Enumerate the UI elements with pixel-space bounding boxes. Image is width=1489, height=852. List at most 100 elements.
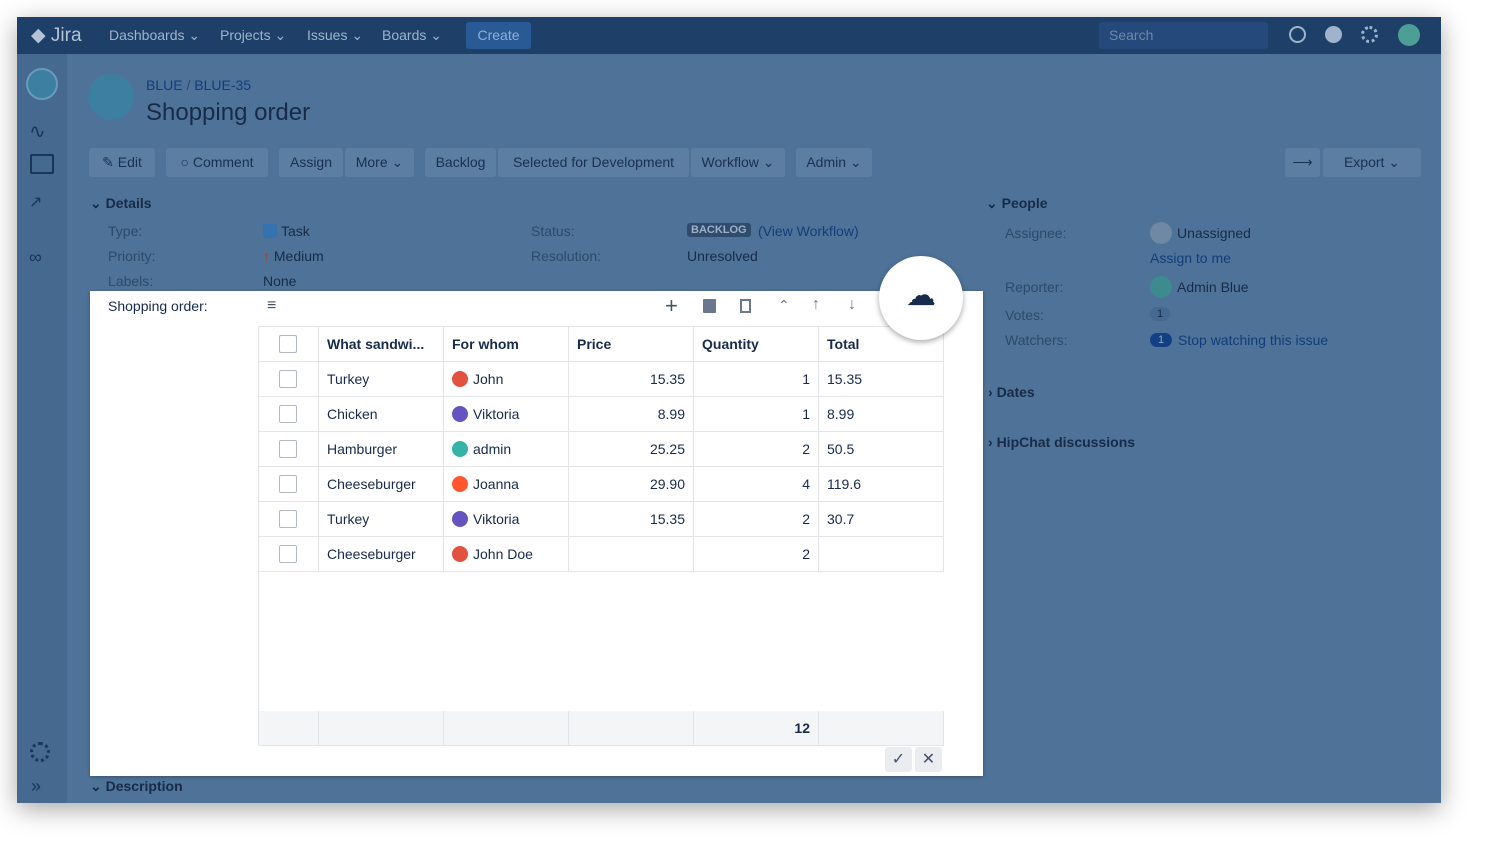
toolbar-button[interactable]: Backlog	[425, 148, 496, 177]
menu[interactable]: Dashboards ⌄	[109, 27, 201, 43]
table-cell[interactable]: 25.25	[569, 432, 694, 467]
table-cell[interactable]: 2	[694, 537, 819, 572]
hipchat-heading[interactable]: › HipChat discussions	[988, 434, 1136, 450]
table-cell[interactable]: Cheeseburger	[319, 467, 444, 502]
row-checkbox[interactable]	[279, 405, 297, 423]
table-cell[interactable]	[569, 537, 694, 572]
people-heading[interactable]: ⌄ People	[986, 195, 1048, 211]
toolbar-button[interactable]: ○ Comment	[166, 148, 268, 177]
table-cell[interactable]: 30.7	[819, 502, 944, 537]
toolbar-button[interactable]: Assign	[279, 148, 343, 177]
settings-icon[interactable]	[30, 742, 50, 762]
collapse-icon[interactable]: ⌃	[778, 297, 790, 313]
add-row-icon[interactable]: +	[665, 293, 678, 318]
toolbar-button[interactable]: ✎ Edit	[89, 148, 155, 177]
board-icon[interactable]	[30, 154, 54, 174]
move-down-icon[interactable]: ↓	[848, 296, 856, 313]
button-label: More	[355, 154, 388, 170]
button-label: Admin	[806, 154, 847, 170]
column-header[interactable]: Quantity	[694, 327, 819, 362]
user-cell[interactable]: John	[444, 362, 569, 397]
user-cell[interactable]: Joanna	[444, 467, 569, 502]
field-value: Task	[263, 223, 310, 239]
menu[interactable]: Issues ⌄	[307, 27, 364, 43]
dates-heading[interactable]: › Dates	[988, 384, 1035, 400]
table-cell[interactable]: 119.6	[819, 467, 944, 502]
footer-cell: 12	[694, 711, 819, 746]
column-header[interactable]: For whom	[444, 327, 569, 362]
reports-icon[interactable]: ↗	[29, 194, 43, 211]
table-cell[interactable]: 2	[694, 502, 819, 537]
column-header[interactable]: Total	[819, 327, 944, 362]
table-cell[interactable]: 15.35	[569, 362, 694, 397]
table-cell[interactable]	[819, 537, 944, 572]
move-up-icon[interactable]: ↑	[812, 296, 820, 313]
toolbar-button[interactable]: More ⌄	[345, 148, 414, 177]
stop-watching-link[interactable]: Stop watching this issue	[1178, 332, 1329, 348]
field-value: Unresolved	[687, 248, 758, 264]
toolbar-button[interactable]: Workflow ⌄	[691, 148, 785, 177]
table-cell[interactable]: 15.35	[569, 502, 694, 537]
notifications-icon[interactable]	[1289, 26, 1306, 43]
user-cell[interactable]: admin	[444, 432, 569, 467]
column-header[interactable]: What sandwi...	[319, 327, 444, 362]
table-cell[interactable]: Cheeseburger	[319, 537, 444, 572]
cancel-button[interactable]: ✕	[915, 747, 942, 772]
menu[interactable]: Boards ⌄	[382, 27, 442, 43]
issue-link[interactable]: BLUE-35	[194, 77, 252, 93]
assign-to-me-link[interactable]: Assign to me	[1150, 250, 1231, 266]
toolbar-button[interactable]: Admin ⌄	[796, 148, 872, 177]
row-checkbox[interactable]	[279, 370, 297, 388]
user-cell[interactable]: John Doe	[444, 537, 569, 572]
table-cell[interactable]: Turkey	[319, 502, 444, 537]
share-button[interactable]: ⟶	[1285, 148, 1320, 177]
confirm-button[interactable]: ✓	[885, 747, 912, 772]
row-checkbox[interactable]	[279, 440, 297, 458]
logo[interactable]: ◆ Jira	[31, 25, 82, 46]
create-button[interactable]: Create	[466, 22, 531, 49]
user-cell[interactable]: Viktoria	[444, 397, 569, 432]
user-cell[interactable]: Viktoria	[444, 502, 569, 537]
upload-icon[interactable]: ☁	[879, 256, 963, 340]
table-cell[interactable]: Chicken	[319, 397, 444, 432]
row-cell	[259, 362, 319, 397]
toolbar-button[interactable]: Selected for Development	[498, 148, 689, 177]
table-cell[interactable]: 50.5	[819, 432, 944, 467]
footer-cell	[259, 711, 319, 746]
search-box[interactable]: Search	[1099, 22, 1268, 49]
activity-icon[interactable]: ∿	[29, 121, 46, 143]
row-checkbox[interactable]	[279, 510, 297, 528]
votes-badge[interactable]: 1	[1150, 307, 1171, 321]
table-cell[interactable]: 1	[694, 397, 819, 432]
view-workflow-link[interactable]: (View Workflow)	[758, 223, 859, 239]
table-cell[interactable]: 4	[694, 467, 819, 502]
table-cell[interactable]: 29.90	[569, 467, 694, 502]
expand-icon[interactable]: »	[31, 776, 42, 796]
menu[interactable]: Projects ⌄	[220, 27, 287, 43]
project-avatar[interactable]	[26, 68, 58, 100]
export-button[interactable]: Export ⌄	[1323, 148, 1421, 177]
watchers-badge[interactable]: 1	[1150, 333, 1173, 347]
table-cell[interactable]: 15.35	[819, 362, 944, 397]
project-link[interactable]: BLUE	[146, 77, 183, 93]
table-cell[interactable]: Turkey	[319, 362, 444, 397]
delete-icon[interactable]	[703, 299, 716, 313]
row-checkbox[interactable]	[279, 335, 297, 353]
copy-icon[interactable]	[740, 299, 751, 313]
table-cell[interactable]: 8.99	[569, 397, 694, 432]
help-icon[interactable]	[1325, 26, 1342, 43]
details-heading[interactable]: ⌄ Details	[90, 195, 152, 211]
settings-icon[interactable]	[1361, 26, 1378, 43]
table-cell[interactable]: 8.99	[819, 397, 944, 432]
filter-icon[interactable]: ≡	[267, 297, 277, 314]
column-header[interactable]: Price	[569, 327, 694, 362]
link-icon[interactable]: ∞	[29, 247, 42, 267]
profile-avatar[interactable]	[1398, 24, 1420, 46]
description-heading[interactable]: ⌄ Description	[90, 778, 183, 794]
table-cell[interactable]: 1	[694, 362, 819, 397]
row-checkbox[interactable]	[279, 545, 297, 563]
table-cell[interactable]: 2	[694, 432, 819, 467]
footer-cell	[319, 711, 444, 746]
row-checkbox[interactable]	[279, 475, 297, 493]
table-cell[interactable]: Hamburger	[319, 432, 444, 467]
